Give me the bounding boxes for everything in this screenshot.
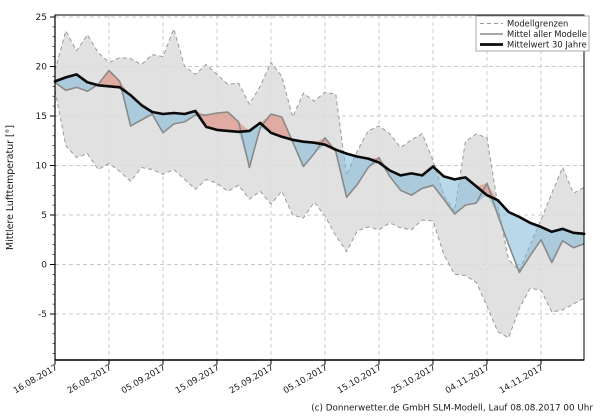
cold-anomaly-fill (55, 74, 585, 273)
y-tick-label: 0 (41, 261, 47, 271)
y-tick-label: 20 (36, 63, 48, 73)
model-mean-line (54, 69, 585, 274)
legend-label-mittel-aller-modelle: Mittel aller Modelle (507, 29, 587, 39)
y-tick-label: 10 (36, 162, 48, 172)
plot-frame (54, 14, 585, 361)
x-axis-ticks: 16.08.2017 26.08.2017 05.09.2017 15.09.2017… (12, 360, 546, 396)
model-upper-bound-line (54, 27, 585, 272)
model-lower-bound-line (54, 90, 585, 339)
series-lines (53, 69, 586, 274)
model-range-band-group (54, 27, 585, 339)
x-tick-label: 05.10.2017 (282, 363, 330, 396)
y-tick-label: 5 (41, 211, 47, 221)
x-tick-label: 04.11.2017 (444, 363, 492, 396)
credit-footer: (c) Donnerwetter.de GmbH SLM-Modell, Lau… (311, 404, 593, 414)
legend-label-mittelwert-30-jahre: Mittelwert 30 Jahre (507, 39, 587, 49)
model-range-band (55, 28, 585, 338)
anomaly-fills (55, 70, 585, 273)
y-axis-title: Mittlere Lufttemperatur [°] (5, 125, 16, 250)
x-tick-label: 16.08.2017 (12, 363, 60, 396)
climate-mean-line (53, 73, 586, 236)
x-tick-label: 26.08.2017 (66, 363, 114, 396)
x-tick-label: 25.10.2017 (390, 363, 438, 396)
x-tick-label: 25.09.2017 (228, 363, 276, 396)
x-tick-label: 14.11.2017 (498, 363, 546, 396)
y-axis-ticks: -5 0 5 10 15 20 25 (36, 13, 55, 354)
legend: Modellgrenzen Mittel aller Modelle Mitte… (475, 15, 590, 52)
legend-label-modellgrenzen: Modellgrenzen (507, 18, 568, 28)
x-tick-label: 05.09.2017 (120, 363, 168, 396)
y-tick-label: -5 (38, 310, 47, 320)
y-tick-label: 15 (36, 112, 47, 122)
x-tick-label: 15.09.2017 (174, 363, 222, 396)
x-tick-label: 15.10.2017 (336, 363, 384, 396)
y-tick-label: 25 (36, 13, 47, 23)
